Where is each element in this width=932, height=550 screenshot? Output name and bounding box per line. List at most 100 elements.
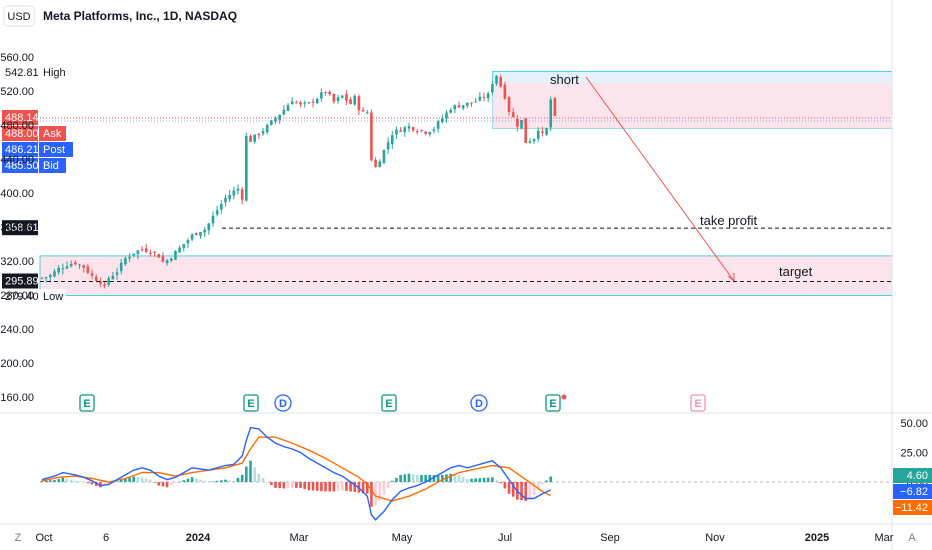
candle-body bbox=[190, 234, 194, 240]
candle-body bbox=[290, 101, 294, 105]
candle-body bbox=[78, 264, 81, 266]
short-zone-risk bbox=[492, 82, 892, 129]
histogram-bar bbox=[190, 477, 194, 482]
candle-body bbox=[453, 105, 457, 110]
histogram-bar bbox=[211, 481, 215, 482]
histogram-bar bbox=[86, 482, 90, 484]
histogram-bar bbox=[57, 479, 60, 482]
histogram-bar bbox=[99, 482, 102, 488]
histogram-bar bbox=[499, 482, 502, 484]
candle-body bbox=[378, 161, 382, 168]
candle-body bbox=[295, 102, 298, 104]
histogram-bar bbox=[169, 482, 173, 486]
candle-body bbox=[94, 276, 98, 281]
short-label: short bbox=[550, 72, 579, 87]
candle-body bbox=[220, 204, 223, 210]
candle-body bbox=[199, 231, 202, 236]
histogram-bar bbox=[286, 482, 290, 489]
candle-body bbox=[466, 102, 469, 106]
candle-body bbox=[420, 130, 423, 132]
histogram-bar bbox=[478, 478, 482, 482]
histogram-bar bbox=[549, 476, 553, 482]
candle-body bbox=[245, 136, 248, 201]
histogram-bar bbox=[140, 477, 144, 482]
level-label-bg bbox=[39, 158, 66, 173]
candle-body bbox=[282, 109, 286, 115]
histogram-bar bbox=[270, 482, 273, 485]
y-tick-label: 200.00 bbox=[0, 358, 34, 370]
candle-body bbox=[516, 118, 519, 127]
histogram-bar bbox=[182, 480, 186, 482]
candle-body bbox=[332, 93, 336, 102]
currency-badge[interactable] bbox=[3, 5, 35, 27]
candle-body bbox=[541, 131, 544, 133]
candle-body bbox=[428, 132, 432, 135]
histogram-bar bbox=[249, 460, 252, 482]
histogram-bar bbox=[420, 474, 423, 482]
earnings-icon bbox=[545, 394, 561, 412]
candle-body bbox=[457, 105, 461, 108]
price-tag-bg bbox=[2, 220, 38, 236]
signal-line bbox=[41, 436, 552, 502]
candle-body bbox=[174, 251, 177, 260]
level-label-bg bbox=[39, 65, 73, 80]
candle-body bbox=[486, 93, 490, 99]
histogram-bar bbox=[207, 482, 211, 483]
candle-body bbox=[103, 284, 106, 286]
candle-body bbox=[253, 134, 256, 142]
earnings-icon bbox=[243, 394, 259, 412]
candle-body bbox=[461, 105, 465, 109]
histogram-bar bbox=[303, 482, 307, 490]
y-tick-label: 480.00 bbox=[0, 120, 34, 132]
histogram-bar bbox=[491, 477, 494, 482]
macd-value-tag: −11.42 bbox=[895, 502, 928, 514]
histogram-bar bbox=[82, 482, 85, 483]
candle-body bbox=[161, 256, 165, 262]
level-label: Ask bbox=[43, 128, 62, 140]
projection-arrow bbox=[585, 76, 735, 282]
candle-body bbox=[520, 119, 523, 129]
histogram-bar bbox=[353, 482, 357, 493]
candle-body bbox=[499, 77, 502, 87]
level-label: Post bbox=[43, 144, 65, 156]
event-alert-dot bbox=[561, 394, 567, 400]
macd-y-tick: 25.00 bbox=[900, 448, 928, 460]
histogram-bar bbox=[299, 482, 302, 488]
candle-body bbox=[124, 258, 127, 265]
histogram-bar bbox=[336, 482, 340, 491]
macd-value-tag: 4.60 bbox=[907, 470, 928, 482]
price-tag: 358.61 bbox=[5, 222, 39, 234]
price-tag: 279.40 bbox=[5, 291, 39, 303]
histogram-bar bbox=[128, 477, 131, 482]
candle-body bbox=[44, 277, 48, 279]
candle-body bbox=[403, 127, 407, 133]
candle-body bbox=[153, 251, 156, 253]
histogram-bar bbox=[44, 480, 48, 482]
histogram-bar bbox=[253, 467, 256, 482]
level-label-bg bbox=[39, 289, 66, 304]
candle-body bbox=[240, 189, 244, 200]
candle-body bbox=[524, 118, 528, 144]
candle-body bbox=[249, 135, 252, 142]
histogram-bar bbox=[457, 474, 461, 482]
event-marker-label: E bbox=[247, 398, 254, 410]
timezone-button[interactable]: Z bbox=[15, 532, 22, 544]
histogram-bar bbox=[186, 478, 190, 482]
auto-scale-button[interactable]: A bbox=[908, 532, 916, 544]
candle-body bbox=[207, 223, 211, 231]
candle-body bbox=[49, 274, 52, 278]
histogram-bar bbox=[495, 480, 498, 482]
candle-body bbox=[416, 131, 419, 133]
histogram-bar bbox=[407, 473, 411, 482]
histogram-bar bbox=[220, 480, 223, 482]
candle-body bbox=[40, 277, 44, 279]
candle-body bbox=[261, 131, 265, 134]
histogram-bar bbox=[503, 482, 507, 489]
candle-body bbox=[474, 101, 477, 103]
candle-body bbox=[436, 121, 440, 129]
candle-body bbox=[441, 118, 444, 123]
price-tag-bg bbox=[2, 273, 38, 289]
